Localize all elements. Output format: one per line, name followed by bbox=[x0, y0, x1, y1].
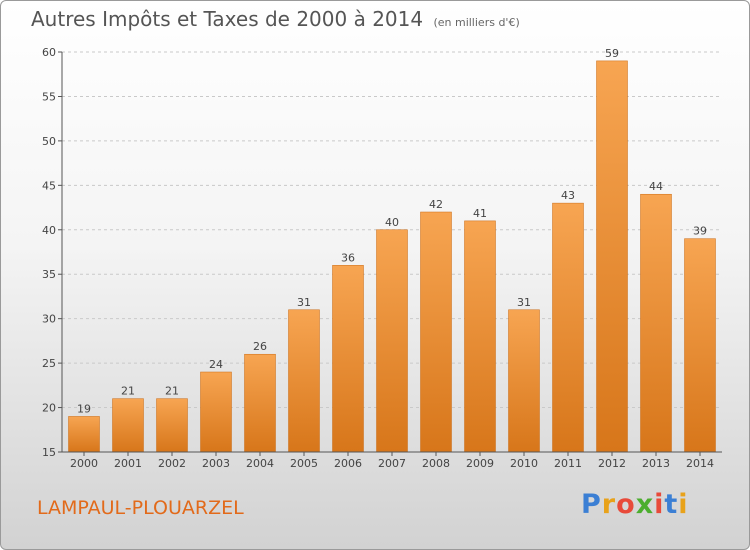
x-tick-label: 2013 bbox=[642, 457, 670, 470]
commune-name: LAMPAUL-PLOUARZEL bbox=[37, 497, 244, 519]
x-tick-label: 2007 bbox=[378, 457, 406, 470]
bar-value-label: 59 bbox=[605, 47, 619, 60]
bar bbox=[244, 353, 276, 453]
x-tick-label: 2012 bbox=[598, 457, 626, 470]
brand-letter: o bbox=[616, 489, 636, 520]
bar-value-label: 39 bbox=[693, 225, 707, 238]
bar bbox=[508, 309, 540, 453]
bar bbox=[552, 202, 584, 453]
x-tick-label: 2010 bbox=[510, 457, 538, 470]
y-tick-label: 30 bbox=[42, 313, 56, 326]
bar-value-label: 43 bbox=[561, 189, 575, 202]
brand-letter: x bbox=[635, 489, 655, 520]
x-tick-label: 2008 bbox=[422, 457, 450, 470]
x-tick-label: 2009 bbox=[466, 457, 494, 470]
bar bbox=[376, 229, 408, 453]
bar-value-label: 36 bbox=[341, 251, 355, 264]
bars bbox=[68, 60, 716, 453]
bar bbox=[288, 309, 320, 453]
y-tick-label: 20 bbox=[42, 402, 56, 415]
chart-title-text: Autres Impôts et Taxes de 2000 à 2014 bbox=[31, 7, 424, 31]
bar-value-label: 31 bbox=[297, 296, 311, 309]
x-tick-label: 2014 bbox=[686, 457, 714, 470]
bar-value-label: 40 bbox=[385, 216, 399, 229]
x-tick-label: 2004 bbox=[246, 457, 274, 470]
bar-value-label: 42 bbox=[429, 198, 443, 211]
bar bbox=[596, 60, 628, 453]
brand-letter: t bbox=[664, 489, 679, 520]
bar bbox=[112, 398, 144, 453]
bar-value-label: 31 bbox=[517, 296, 531, 309]
x-tick-label: 2002 bbox=[158, 457, 186, 470]
bar-value-label: 21 bbox=[165, 385, 179, 398]
labels: 15 20 25 30 35 40 45 50 55 60 19 2000 21 2001 21 2002 24… bbox=[42, 46, 714, 470]
bar bbox=[156, 398, 188, 453]
brand-letter: P bbox=[581, 489, 602, 520]
y-tick-label: 15 bbox=[42, 446, 56, 459]
y-tick-label: 45 bbox=[42, 179, 56, 192]
x-tick-label: 2003 bbox=[202, 457, 230, 470]
bar bbox=[68, 416, 100, 453]
y-tick-label: 55 bbox=[42, 90, 56, 103]
y-tick-label: 40 bbox=[42, 224, 56, 237]
chart-subtitle: (en milliers d'€) bbox=[433, 16, 520, 29]
bar-value-label: 41 bbox=[473, 207, 487, 220]
bar-value-label: 44 bbox=[649, 180, 663, 193]
x-tick-label: 2001 bbox=[114, 457, 142, 470]
bar-value-label: 26 bbox=[253, 340, 267, 353]
brand-logo: Proxiti bbox=[581, 489, 689, 520]
y-tick-label: 50 bbox=[42, 135, 56, 148]
bar bbox=[200, 371, 232, 453]
bar bbox=[332, 265, 364, 453]
y-tick-label: 60 bbox=[42, 46, 56, 59]
bar-value-label: 21 bbox=[121, 385, 135, 398]
chart-title: Autres Impôts et Taxes de 2000 à 2014 (e… bbox=[31, 7, 520, 31]
bar bbox=[684, 238, 716, 453]
bar-value-label: 24 bbox=[209, 358, 223, 371]
y-tick-label: 25 bbox=[42, 357, 56, 370]
axes bbox=[58, 51, 722, 456]
bar bbox=[640, 193, 672, 453]
brand-letter: r bbox=[601, 489, 617, 520]
x-tick-label: 2011 bbox=[554, 457, 582, 470]
bar-value-label: 19 bbox=[77, 402, 91, 415]
bar bbox=[420, 211, 452, 453]
x-tick-label: 2000 bbox=[70, 457, 98, 470]
x-tick-label: 2005 bbox=[290, 457, 318, 470]
brand-letter: i bbox=[654, 489, 665, 520]
x-tick-label: 2006 bbox=[334, 457, 362, 470]
brand-letter: i bbox=[678, 489, 689, 520]
bar bbox=[464, 220, 496, 453]
y-tick-label: 35 bbox=[42, 268, 56, 281]
